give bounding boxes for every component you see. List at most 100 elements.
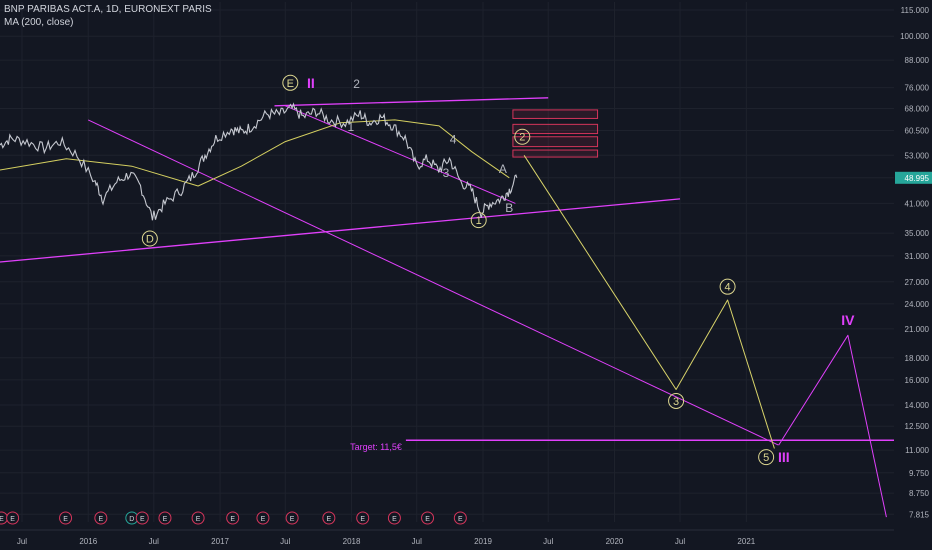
event-marker-label: E: [360, 516, 365, 523]
y-tick-label: 27.000: [905, 278, 930, 287]
event-marker-label: E: [163, 516, 168, 523]
event-marker[interactable]: [94, 511, 108, 525]
y-axis[interactable]: 115.000 100.000 88.000 76.000 68.000 60.500 53…: [894, 0, 932, 550]
wave-label[interactable]: 3: [673, 396, 679, 408]
event-marker[interactable]: [158, 511, 172, 525]
wave-iii-trend-line[interactable]: [87, 119, 779, 446]
event-marker[interactable]: [191, 511, 205, 525]
event-marker-label: E: [63, 516, 68, 523]
y-tick-label: 16.000: [905, 376, 930, 385]
wave-label-circle: [514, 128, 531, 145]
channel-upper-line[interactable]: [274, 97, 549, 107]
x-tick-label: 2020: [606, 537, 624, 546]
event-marker-label: E: [425, 516, 430, 523]
resistance-box[interactable]: [512, 136, 599, 148]
y-tick-label: 88.000: [905, 56, 930, 65]
event-marker-label: E: [0, 516, 4, 523]
projection-path[interactable]: [523, 155, 775, 449]
resistance-box[interactable]: [512, 123, 599, 135]
x-tick-label: 2018: [343, 537, 361, 546]
wave-label[interactable]: 2: [353, 77, 360, 91]
x-tick-label: 2021: [737, 537, 755, 546]
x-tick-label: 2016: [79, 537, 97, 546]
symbol-title: BNP PARIBAS ACT.A, 1D, EURONEXT PARIS: [4, 4, 212, 15]
wave-label[interactable]: IV: [841, 312, 855, 328]
y-tick-label: 9.750: [909, 469, 930, 478]
event-marker-label: E: [99, 516, 104, 523]
y-tick-label: 14.000: [905, 401, 930, 410]
event-marker[interactable]: [226, 511, 240, 525]
event-marker-label: E: [261, 516, 266, 523]
wave-label-circle: [470, 212, 487, 229]
x-tick-label: Jul: [149, 537, 159, 546]
grid: [0, 2, 894, 522]
event-marker[interactable]: [59, 511, 73, 525]
event-marker[interactable]: [322, 511, 336, 525]
event-marker[interactable]: [387, 511, 401, 525]
resistance-box[interactable]: [512, 109, 599, 119]
event-marker[interactable]: [256, 511, 270, 525]
resistance-boxes[interactable]: [512, 109, 599, 158]
wave-label[interactable]: A: [499, 162, 507, 176]
wave-label[interactable]: 2: [519, 132, 525, 144]
x-axis[interactable]: Jul 2016 Jul 2017 Jul 2018 Jul 2019 Jul 2020 Jul 20…: [0, 529, 932, 550]
wave-label-circle: [141, 230, 158, 247]
y-tick-label: 12.500: [905, 422, 930, 431]
price-line[interactable]: [0, 102, 518, 221]
wave-label[interactable]: 1: [476, 215, 482, 227]
y-tick-label: 76.000: [905, 84, 930, 93]
drawing-lines[interactable]: Target: 11,5€: [0, 97, 894, 518]
y-tick-label: 60.500: [905, 126, 930, 135]
wave-label-circle: [668, 392, 685, 409]
event-marker-label: E: [140, 516, 145, 523]
wave-label[interactable]: D: [146, 234, 154, 246]
wave-label-circle: [719, 278, 736, 295]
x-tick-label: Jul: [675, 537, 685, 546]
wave-label[interactable]: E: [287, 78, 294, 90]
y-tick-label: 24.000: [905, 300, 930, 309]
y-tick-label: 35.000: [905, 229, 930, 238]
event-marker[interactable]: [135, 511, 149, 525]
channel-lower-line[interactable]: [0, 198, 681, 263]
wave-label[interactable]: 4: [725, 282, 731, 294]
wave-label[interactable]: B: [505, 201, 513, 215]
x-tick-label: Jul: [280, 537, 290, 546]
wave-iv-path[interactable]: [778, 334, 887, 518]
wave-label[interactable]: III: [778, 449, 790, 465]
event-marker-label: E: [290, 516, 295, 523]
wave-label[interactable]: 3: [443, 166, 450, 180]
wave-label[interactable]: 4: [450, 132, 457, 146]
chart-legend: BNP PARIBAS ACT.A, 1D, EURONEXT PARIS MA…: [4, 3, 212, 29]
event-marker[interactable]: [453, 511, 467, 525]
indicator-title: MA (200, close): [4, 17, 74, 28]
event-marker-label: E: [196, 516, 201, 523]
event-marker[interactable]: [6, 511, 20, 525]
wave-label[interactable]: 5: [763, 452, 769, 464]
event-marker-label: E: [10, 516, 15, 523]
wave-label[interactable]: 1: [347, 120, 354, 134]
wave-label-circle: [282, 74, 299, 91]
wave-label[interactable]: II: [307, 75, 315, 91]
y-axis-panel: [894, 0, 932, 550]
price-series[interactable]: [0, 102, 518, 221]
resistance-box[interactable]: [512, 149, 599, 158]
event-marker[interactable]: [285, 511, 299, 525]
x-tick-label: Jul: [543, 537, 553, 546]
wedge-line[interactable]: [285, 105, 516, 204]
event-marker[interactable]: [356, 511, 370, 525]
wave-label-circle: [758, 449, 775, 466]
wave-labels[interactable]: E II 2 1 4 3 A B 2 1 D 3 4 5 III IV: [141, 74, 855, 466]
x-tick-label: 2019: [474, 537, 492, 546]
event-marker-label: E: [458, 516, 463, 523]
y-tick-label: 115.000: [901, 6, 930, 15]
y-tick-label: 7.815: [909, 510, 930, 519]
event-marker[interactable]: [421, 511, 435, 525]
event-marker-label: E: [230, 516, 235, 523]
ma200-line[interactable]: [0, 119, 510, 187]
current-price-badge: [895, 171, 932, 184]
y-tick-label: 53.000: [905, 151, 930, 160]
event-marker-label: E: [327, 516, 332, 523]
